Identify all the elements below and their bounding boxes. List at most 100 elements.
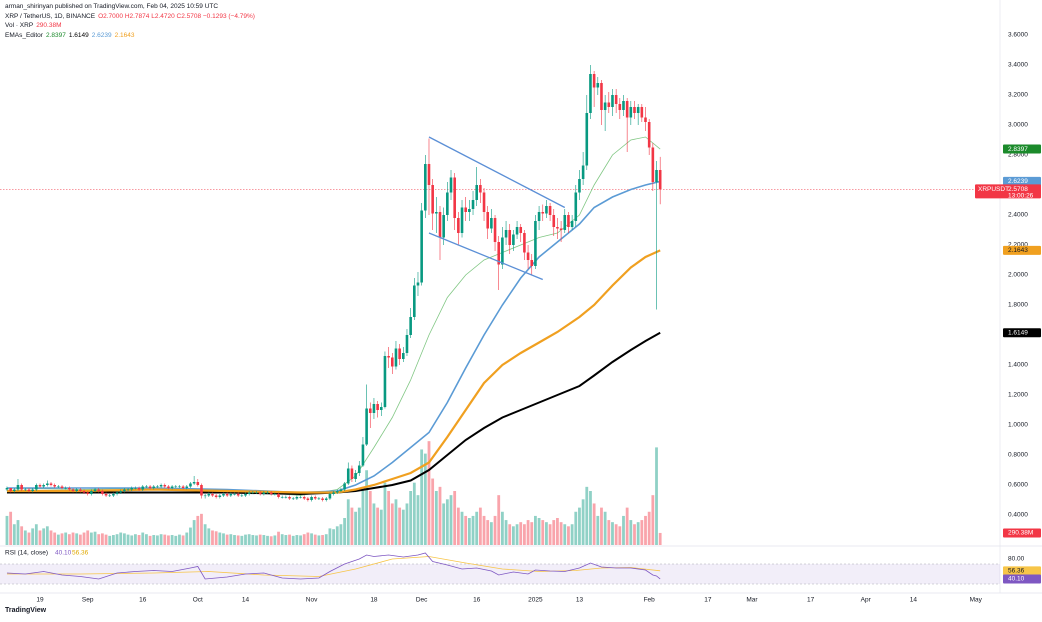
volume-bar: [379, 509, 383, 545]
candle-body: [357, 465, 361, 473]
volume-bar: [214, 531, 218, 545]
candle-body: [269, 492, 273, 494]
volume-bar: [636, 522, 640, 545]
volume-bar: [240, 535, 244, 545]
volume-bar: [405, 503, 409, 545]
header: arman_shirinyan published on TradingView…: [5, 2, 258, 40]
candle-body: [379, 407, 383, 410]
volume-bar: [467, 518, 471, 545]
volume-bar: [398, 507, 402, 545]
ema-line: [6, 180, 661, 494]
volume-bar: [486, 520, 490, 545]
volume-bar: [357, 507, 361, 545]
candle-body: [156, 486, 159, 488]
candle-body: [79, 489, 82, 491]
candle-body: [222, 494, 225, 496]
volume-bar: [189, 527, 192, 545]
candle-body: [508, 230, 512, 245]
volume-bar: [647, 511, 651, 545]
candle-body: [376, 404, 379, 410]
rsi-band: [0, 564, 1000, 584]
footer-logo: TradingView: [5, 607, 47, 614]
volume-bar: [445, 499, 449, 545]
volume-bar: [89, 532, 93, 545]
candle-body: [559, 228, 563, 230]
candle-body: [211, 494, 214, 496]
countdown: 13:00:26: [1008, 193, 1034, 200]
candle-body: [501, 237, 504, 265]
volume-bar: [383, 482, 387, 545]
candle-body: [504, 230, 508, 238]
candle-body: [438, 212, 442, 238]
volume-bar: [291, 535, 295, 545]
symbol-tag: XRPUSDT: [978, 186, 1009, 193]
candle-body: [189, 483, 192, 487]
rsi-line: [6, 556, 661, 577]
volume-bar: [53, 532, 57, 545]
volume-bar: [541, 520, 545, 545]
volume-bar: [299, 535, 302, 545]
candle-body: [163, 485, 167, 487]
candle-body: [313, 497, 317, 499]
volume-bar: [306, 532, 310, 545]
y-tick-label: 0.8000: [1008, 452, 1028, 459]
volume-bar: [255, 535, 258, 545]
volume-bar: [328, 528, 332, 545]
volume-bar: [111, 535, 115, 545]
volume-bar: [365, 470, 369, 545]
volume-bar: [644, 515, 647, 545]
volume-bar: [552, 520, 556, 545]
rsi-value-label: 40.10: [1008, 576, 1025, 583]
volume-bar: [310, 533, 313, 545]
candle-body: [332, 492, 335, 494]
candle-body: [145, 486, 148, 488]
volume-bar: [126, 534, 130, 545]
candle-body: [324, 498, 328, 500]
candle-body: [93, 489, 97, 491]
ema-line: [6, 136, 661, 496]
rsi-title: RSI (14, close): [5, 550, 48, 557]
volume-bar: [49, 530, 53, 545]
candle-body: [526, 252, 530, 260]
candle-body: [284, 497, 288, 498]
candle-body: [185, 486, 189, 488]
candle-body: [530, 260, 534, 266]
x-tick-label: 13: [576, 597, 584, 604]
candle-body: [255, 492, 258, 494]
candle-body: [493, 218, 497, 242]
candle-body: [295, 497, 299, 499]
candle-body: [468, 209, 471, 212]
ema-header-value: 1.6149: [68, 31, 89, 39]
candle-body: [38, 485, 42, 487]
y-tick-label: 0.6000: [1008, 482, 1028, 489]
candle-body: [479, 185, 482, 193]
volume-bar: [196, 515, 200, 545]
volume-bar: [244, 534, 247, 545]
y-tick-label: 3.4000: [1008, 62, 1028, 69]
candle-body: [574, 192, 578, 221]
candle-body: [563, 215, 567, 230]
candle-body: [519, 227, 523, 233]
candle-body: [46, 483, 49, 485]
candle-body: [537, 212, 541, 221]
ema-line: EMAs_Editor 2.8397 1.6149 2.6239 2.1643: [5, 31, 258, 41]
volume-bar: [119, 532, 123, 545]
publisher: arman_shirinyan published on TradingView…: [5, 3, 219, 10]
volume-bar: [12, 524, 16, 545]
volume-bar: [614, 524, 618, 545]
volume-bar: [361, 486, 365, 545]
volume-bar: [350, 507, 354, 545]
volume-bar: [581, 499, 585, 545]
volume-bar: [640, 520, 644, 545]
candle-body: [471, 200, 475, 209]
candle-body: [104, 494, 108, 496]
candle-body: [9, 488, 12, 491]
volume-bar: [200, 513, 203, 545]
volume-bar: [75, 533, 79, 545]
candle-body: [402, 353, 405, 359]
candle-body: [625, 101, 629, 118]
candle-body: [192, 482, 196, 484]
candle-body: [299, 497, 302, 498]
candle-body: [49, 483, 53, 485]
